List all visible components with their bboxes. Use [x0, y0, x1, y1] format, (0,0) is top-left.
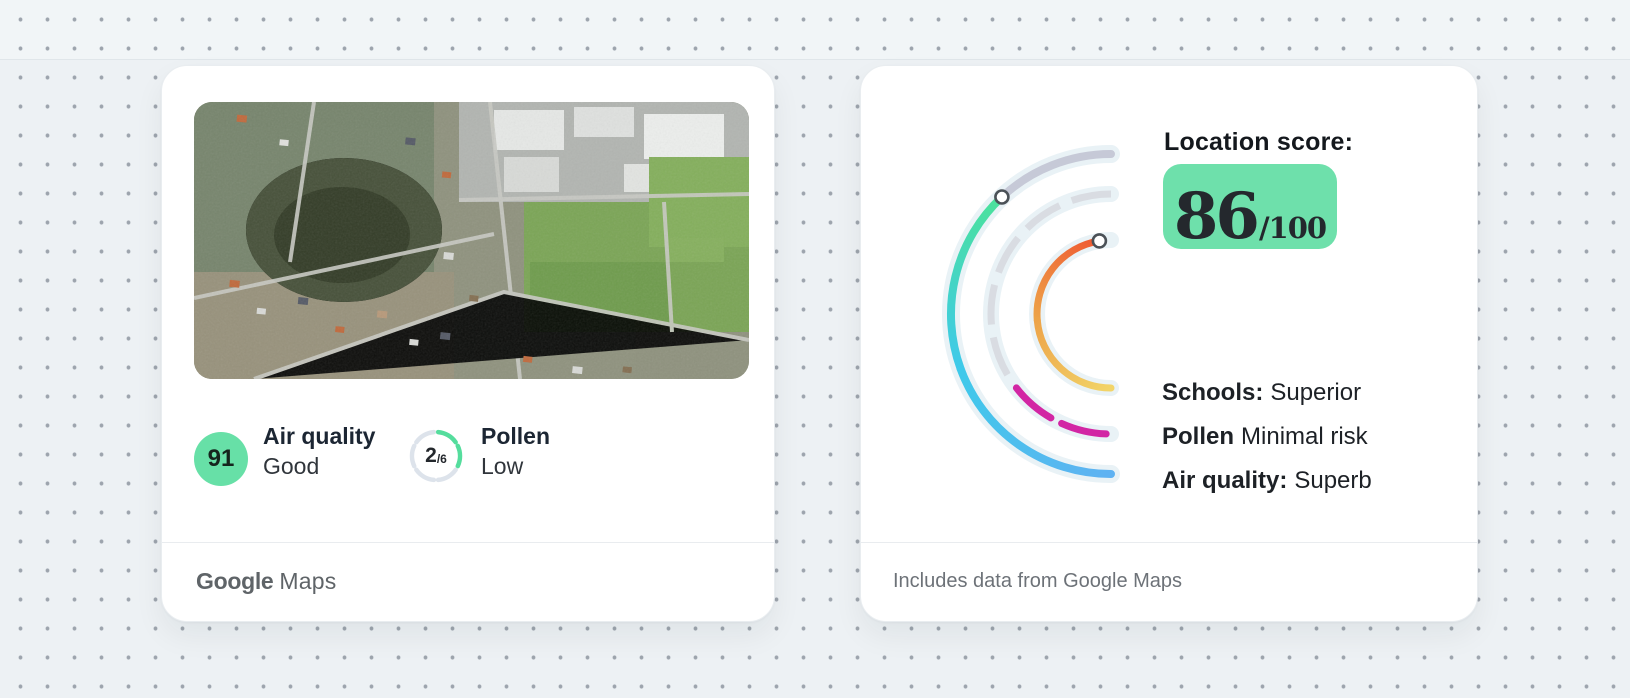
pollen-status: Low: [481, 453, 524, 479]
stat-air-quality-label: Air quality:: [1162, 467, 1288, 494]
air-quality-score-circle: 91: [194, 432, 248, 486]
map-summary-card: 91 Air quality Good 2 /6 Pollen Low Goog…: [161, 65, 775, 622]
data-attribution-text: Includes data from Google Maps: [893, 570, 1183, 592]
stat-schools-value: Superior: [1270, 379, 1362, 406]
score-denominator: /100: [1258, 211, 1327, 245]
stat-schools-label: Schools:: [1162, 379, 1264, 406]
air-quality-score: 91: [207, 445, 235, 472]
satellite-map-art: [194, 102, 749, 379]
location-score-heading: Location score:: [1164, 128, 1354, 156]
card-footer-divider: [861, 542, 1477, 543]
pollen-total: /6: [436, 452, 447, 466]
score-value: 86: [1173, 179, 1260, 254]
air-quality-label: Air quality: [263, 423, 376, 449]
pollen-gauge: 2 /6: [409, 429, 463, 483]
pollen-label: Pollen: [481, 423, 551, 449]
stat-pollen: Pollen Minimal risk: [1162, 422, 1368, 452]
google-maps-attribution: Google Maps: [196, 568, 336, 595]
google-logo-text: Google: [196, 568, 274, 594]
air-quality-status: Good: [263, 453, 320, 479]
pollen-ring-icon: [409, 429, 463, 483]
inner-arc-marker: [1091, 233, 1108, 249]
pollen-value: 2: [425, 444, 437, 467]
location-score-badge: 86 /100: [1163, 164, 1337, 254]
maps-logo-text: Maps: [279, 568, 337, 594]
stat-schools: Schools: Superior: [1162, 378, 1361, 408]
stat-air-quality: Air quality: Superb: [1162, 466, 1372, 496]
satellite-map-image: [194, 102, 749, 379]
outer-arc-marker: [994, 189, 1010, 205]
card-footer-divider: [162, 542, 774, 543]
location-score-card: Location score: 86 /100 Schools: Superior…: [860, 65, 1478, 622]
stat-pollen-label: Pollen: [1162, 423, 1235, 450]
stat-air-quality-value: Superb: [1294, 467, 1372, 494]
stat-pollen-value: Minimal risk: [1241, 423, 1368, 450]
